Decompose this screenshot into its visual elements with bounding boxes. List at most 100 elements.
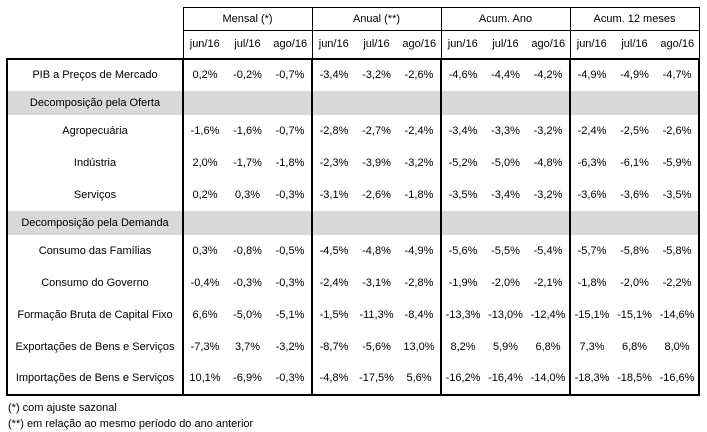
value-cell: -6,9% <box>226 362 269 396</box>
value-cell: 0,3% <box>234 188 261 201</box>
value-cell: -2,7% <box>362 124 391 137</box>
value-cell: -3,1% <box>311 178 355 211</box>
value-cell: -3,4% <box>440 114 484 147</box>
row-label: Formação Bruta de Capital Fixo <box>6 298 183 331</box>
value-cell: 6,6% <box>182 298 226 331</box>
value-cell <box>269 210 312 235</box>
value-cell: -16,4% <box>484 362 527 396</box>
value-cell: -11,3% <box>359 308 394 321</box>
column-group-acum-12-meses: Acum. 12 meses <box>569 7 700 31</box>
value-cell: 13,0% <box>403 340 435 353</box>
value-cell <box>226 210 269 235</box>
value-cell: -5,0% <box>233 308 262 321</box>
value-cell: -14,0% <box>527 362 570 396</box>
value-cell: -7,3% <box>182 330 226 363</box>
value-cell <box>440 210 484 235</box>
section-row: Decomposição pela Demanda <box>6 210 700 235</box>
value-cell: -5,6% <box>362 340 391 353</box>
value-cell: -1,7% <box>233 156 262 169</box>
value-cell: -5,5% <box>491 244 520 257</box>
value-cell: 6,8% <box>621 340 648 353</box>
month-header: ago/16 <box>656 30 700 60</box>
value-cell: 2,0% <box>182 146 226 179</box>
value-cell: -0,4% <box>182 266 226 299</box>
row-label: Indústria <box>6 146 183 179</box>
value-cell <box>656 90 700 115</box>
value-cell <box>440 90 484 115</box>
row-label: Consumo do Governo <box>6 266 183 299</box>
value-cell: -3,2% <box>275 340 305 353</box>
table-row: PIB a Preços de Mercado 0,2% -0,2% -0,7% -3,… <box>6 58 700 91</box>
value-cell: 7,3% <box>569 330 613 363</box>
column-group-header-row: Mensal (*) Anual (**) Acum. Ano Acum. 12… <box>7 7 700 31</box>
value-cell: -8,4% <box>404 308 434 321</box>
value-cell: -0,3% <box>269 362 312 396</box>
footnote: (*) com ajuste sazonal <box>8 401 117 414</box>
column-group-acum-ano: Acum. Ano <box>440 7 571 31</box>
value-cell: 10,1% <box>182 362 226 396</box>
value-cell: -2,3% <box>311 146 355 179</box>
value-cell <box>484 90 527 115</box>
value-cell: -5,4% <box>533 244 563 257</box>
table-row: Importações de Bens e Serviços 10,1% -6,9%… <box>6 362 700 396</box>
value-cell: -2,4% <box>404 124 434 137</box>
table-row: Exportações de Bens e Serviços -7,3% 3,7% -… <box>6 330 700 363</box>
value-cell: -2,0% <box>620 276 649 289</box>
value-cell <box>182 210 226 235</box>
value-cell: 3,7% <box>234 340 261 353</box>
value-cell <box>398 90 441 115</box>
value-cell: -4,9% <box>404 244 434 257</box>
value-cell: -1,9% <box>440 266 484 299</box>
month-header: jul/16 <box>484 30 527 60</box>
value-cell <box>613 210 656 235</box>
value-cell: -0,2% <box>233 69 262 81</box>
value-cell <box>613 90 656 115</box>
value-cell: -2,6% <box>362 188 391 201</box>
month-header: jul/16 <box>613 30 656 60</box>
table-row: Consumo do Governo -0,4% -0,3% -0,3% -2,4% -3… <box>6 266 700 299</box>
row-label: Exportações de Bens e Serviços <box>6 330 183 363</box>
value-cell: -4,9% <box>620 69 649 81</box>
value-cell: -4,8% <box>533 156 563 169</box>
section-label: Decomposição pela Oferta <box>6 90 183 115</box>
value-cell: -3,2% <box>533 188 563 201</box>
value-cell <box>527 210 570 235</box>
value-cell: -1,8% <box>569 266 613 299</box>
value-cell: -3,5% <box>656 178 700 211</box>
month-header: jun/16 <box>311 30 355 60</box>
value-cell: -6,1% <box>620 156 649 169</box>
value-cell: -0,5% <box>275 244 305 257</box>
corner-blank <box>7 8 183 31</box>
month-header: jun/16 <box>440 30 484 60</box>
value-cell <box>527 90 570 115</box>
value-cell: -18,3% <box>569 362 613 396</box>
value-cell: -3,2% <box>404 156 434 169</box>
value-cell: -17,5% <box>355 362 398 396</box>
month-header: ago/16 <box>269 30 312 60</box>
value-cell: -3,3% <box>491 124 520 137</box>
value-cell: -6,3% <box>569 146 613 179</box>
value-cell: -3,4% <box>491 188 520 201</box>
value-cell <box>656 210 700 235</box>
value-cell: -2,2% <box>656 266 700 299</box>
value-cell <box>269 90 312 115</box>
table-row: Serviços 0,2% 0,3% -0,3% -3,1% -2,6% -1,8% -3,5… <box>6 178 700 211</box>
value-cell: -13,0% <box>488 308 523 321</box>
value-cell: -4,6% <box>440 58 484 91</box>
value-cell: -5,1% <box>275 308 305 321</box>
row-label: PIB a Preços de Mercado <box>6 58 183 91</box>
row-label: Serviços <box>6 178 183 211</box>
value-cell: 0,2% <box>182 178 226 211</box>
value-cell: -12,4% <box>530 308 566 321</box>
value-cell: 6,8% <box>535 340 561 353</box>
row-label: Consumo das Famílias <box>6 234 183 267</box>
month-header: jun/16 <box>569 30 613 60</box>
value-cell <box>484 210 527 235</box>
value-cell <box>311 90 355 115</box>
value-cell: -2,8% <box>311 114 355 147</box>
value-cell: -3,6% <box>620 188 649 201</box>
value-cell: -0,7% <box>275 124 305 137</box>
value-cell: -8,7% <box>311 330 355 363</box>
value-cell: -18,5% <box>613 362 656 396</box>
value-cell: -13,3% <box>440 298 484 331</box>
